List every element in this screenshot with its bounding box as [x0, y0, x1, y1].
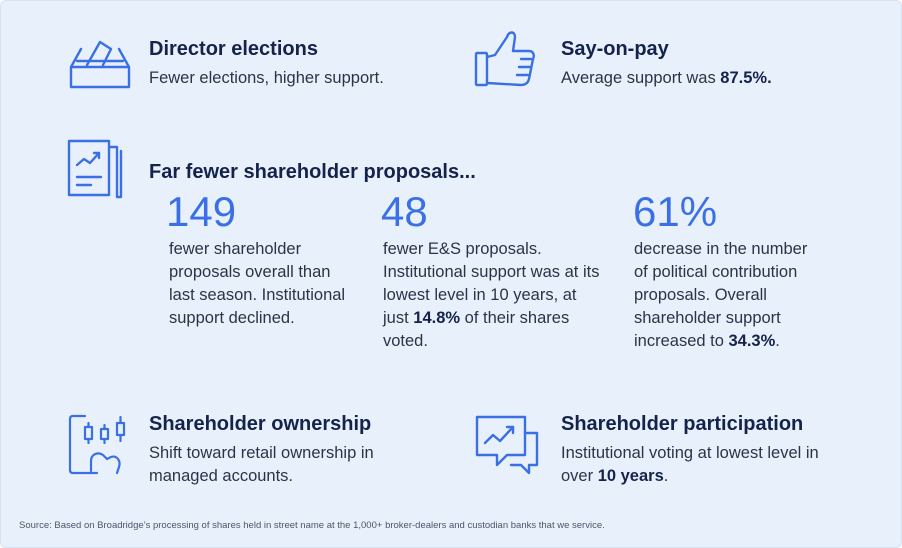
- tablet-chart-icon: [67, 411, 131, 477]
- stat-text-149: fewer shareholder proposals overall than…: [169, 240, 346, 327]
- ballot-box-icon: [67, 27, 133, 89]
- say-on-pay-title: Say-on-pay: [561, 38, 669, 60]
- participation-desc: Institutional voting at lowest level in …: [561, 444, 819, 485]
- ownership-desc: Shift toward retail ownership in managed…: [149, 444, 374, 485]
- director-elections-title: Director elections: [149, 38, 318, 60]
- say-on-pay-value: 87.5%.: [720, 69, 772, 87]
- say-on-pay-desc: Average support was 87.5%.: [561, 69, 772, 87]
- chat-chart-icon: [473, 411, 541, 477]
- stat-number-149: 149: [166, 188, 237, 235]
- director-elections-desc: Fewer elections, higher support.: [149, 69, 384, 87]
- source-note: Source: Based on Broadridge’s processing…: [19, 520, 605, 531]
- participation-title: Shareholder participation: [561, 413, 804, 435]
- document-chart-icon: [65, 137, 131, 199]
- stat-number-48: 48: [381, 188, 428, 235]
- stat-number-61: 61%: [633, 188, 718, 235]
- stat-text-48: fewer E&S proposals. Institutional suppo…: [383, 240, 600, 350]
- stat-text-61: decrease in the number of political cont…: [634, 240, 808, 350]
- thumbs-up-icon: [473, 25, 537, 89]
- proposals-title: Far fewer shareholder proposals...: [149, 161, 476, 183]
- ownership-title: Shareholder ownership: [149, 413, 372, 435]
